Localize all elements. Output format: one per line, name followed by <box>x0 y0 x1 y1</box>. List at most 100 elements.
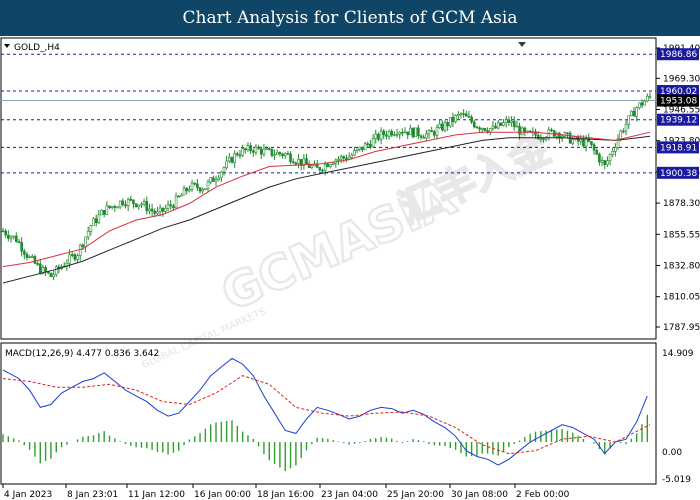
symbol-dropdown-icon[interactable] <box>4 44 10 48</box>
candle-body <box>94 218 98 224</box>
candle-body <box>566 132 569 135</box>
candle-body <box>204 188 207 190</box>
chart-header: Chart Analysis for Clients of GCM Asia <box>0 0 700 36</box>
trading-chart[interactable]: GCMASIA 汇丰入金 GLOBAL CAPITAL MARKETS GOLD… <box>0 36 700 500</box>
candle-body <box>406 131 410 136</box>
candle-body <box>411 127 415 138</box>
ma-slow-line <box>2 135 651 284</box>
candle-body <box>177 195 181 198</box>
candle-body <box>84 236 87 247</box>
candle-body <box>38 263 42 274</box>
candle-body <box>116 206 119 209</box>
candle-body <box>262 148 266 155</box>
candle-body <box>619 130 623 140</box>
level-label: 1986.86 <box>660 50 697 60</box>
candle-body <box>446 122 449 127</box>
candle-body <box>225 160 228 169</box>
candle-body <box>483 127 487 131</box>
candle-body <box>220 171 223 179</box>
level-label-box <box>657 48 699 61</box>
candle-body <box>374 133 378 139</box>
candle-body <box>41 267 45 274</box>
candle-body <box>494 125 497 129</box>
candle-body <box>329 164 332 168</box>
candle-body <box>592 144 596 151</box>
candle-body <box>158 207 162 213</box>
candle-body <box>275 152 279 155</box>
candle-body <box>371 138 375 148</box>
candle-body <box>387 131 391 137</box>
candle-body <box>318 167 322 171</box>
candle-body <box>339 156 343 160</box>
time-tick-label: 8 Jan 23:01 <box>67 490 118 500</box>
candle-body <box>518 125 521 135</box>
candle-body <box>54 266 58 275</box>
candle-body <box>401 132 404 134</box>
candle-body <box>230 157 234 163</box>
candle-body <box>595 149 599 155</box>
time-tick-label: 16 Jan 00:00 <box>194 490 251 500</box>
candle-body <box>185 187 189 192</box>
macd-line <box>2 357 648 466</box>
candle-body <box>587 138 591 142</box>
candle-body <box>470 116 473 123</box>
scroll-shift-icon[interactable] <box>518 42 526 47</box>
candle-body <box>174 195 178 209</box>
candle-body <box>331 163 335 165</box>
candle-body <box>648 95 652 98</box>
candle-body <box>78 244 82 256</box>
candle-body <box>350 154 354 158</box>
candle-body <box>100 209 103 216</box>
candle-body <box>108 205 111 208</box>
candle-body <box>326 163 330 168</box>
candle-body <box>182 187 186 196</box>
candle-body <box>265 148 268 150</box>
candle-body <box>459 113 463 116</box>
candle-body <box>254 146 258 153</box>
candle-body <box>398 132 402 135</box>
candle-body <box>28 256 31 259</box>
candle-body <box>622 130 625 133</box>
candle-body <box>491 125 495 129</box>
candle-body <box>608 154 612 162</box>
candle-body <box>510 120 513 123</box>
candle-body <box>353 150 356 156</box>
current-price-box <box>657 94 699 107</box>
candle-body <box>156 211 159 214</box>
candle-body <box>558 132 561 139</box>
price-tick-label: 1878.30 <box>663 199 700 209</box>
candle-body <box>342 156 346 159</box>
candle-body <box>630 110 633 117</box>
candle-body <box>198 187 202 192</box>
candle-body <box>310 165 314 168</box>
candle-body <box>425 133 428 139</box>
candle-body <box>571 139 575 144</box>
candle-body <box>382 130 386 136</box>
candle-body <box>206 181 210 189</box>
candle-body <box>70 254 74 256</box>
candle-body <box>646 95 649 102</box>
candle-body <box>584 138 588 147</box>
time-tick-label: 18 Jan 16:00 <box>257 490 314 500</box>
candle-body <box>579 138 583 142</box>
candle-body <box>15 235 18 243</box>
candle-body <box>148 208 151 212</box>
candle-body <box>44 267 47 273</box>
candle-body <box>563 132 567 137</box>
candle-body <box>385 134 388 137</box>
candle-body <box>23 250 26 255</box>
candle-body <box>105 205 109 215</box>
candle-body <box>454 115 457 122</box>
candle-body <box>600 160 604 163</box>
candle-body <box>321 169 324 172</box>
candle-body <box>395 133 399 136</box>
candle-body <box>403 131 407 134</box>
price-pane[interactable] <box>0 37 657 340</box>
candle-body <box>291 161 295 164</box>
level-label: 1960.02 <box>660 87 697 97</box>
candle-body <box>209 177 212 183</box>
candle-body <box>241 148 244 156</box>
candle-body <box>488 128 492 133</box>
candle-body <box>377 133 380 140</box>
candle-body <box>358 146 362 150</box>
